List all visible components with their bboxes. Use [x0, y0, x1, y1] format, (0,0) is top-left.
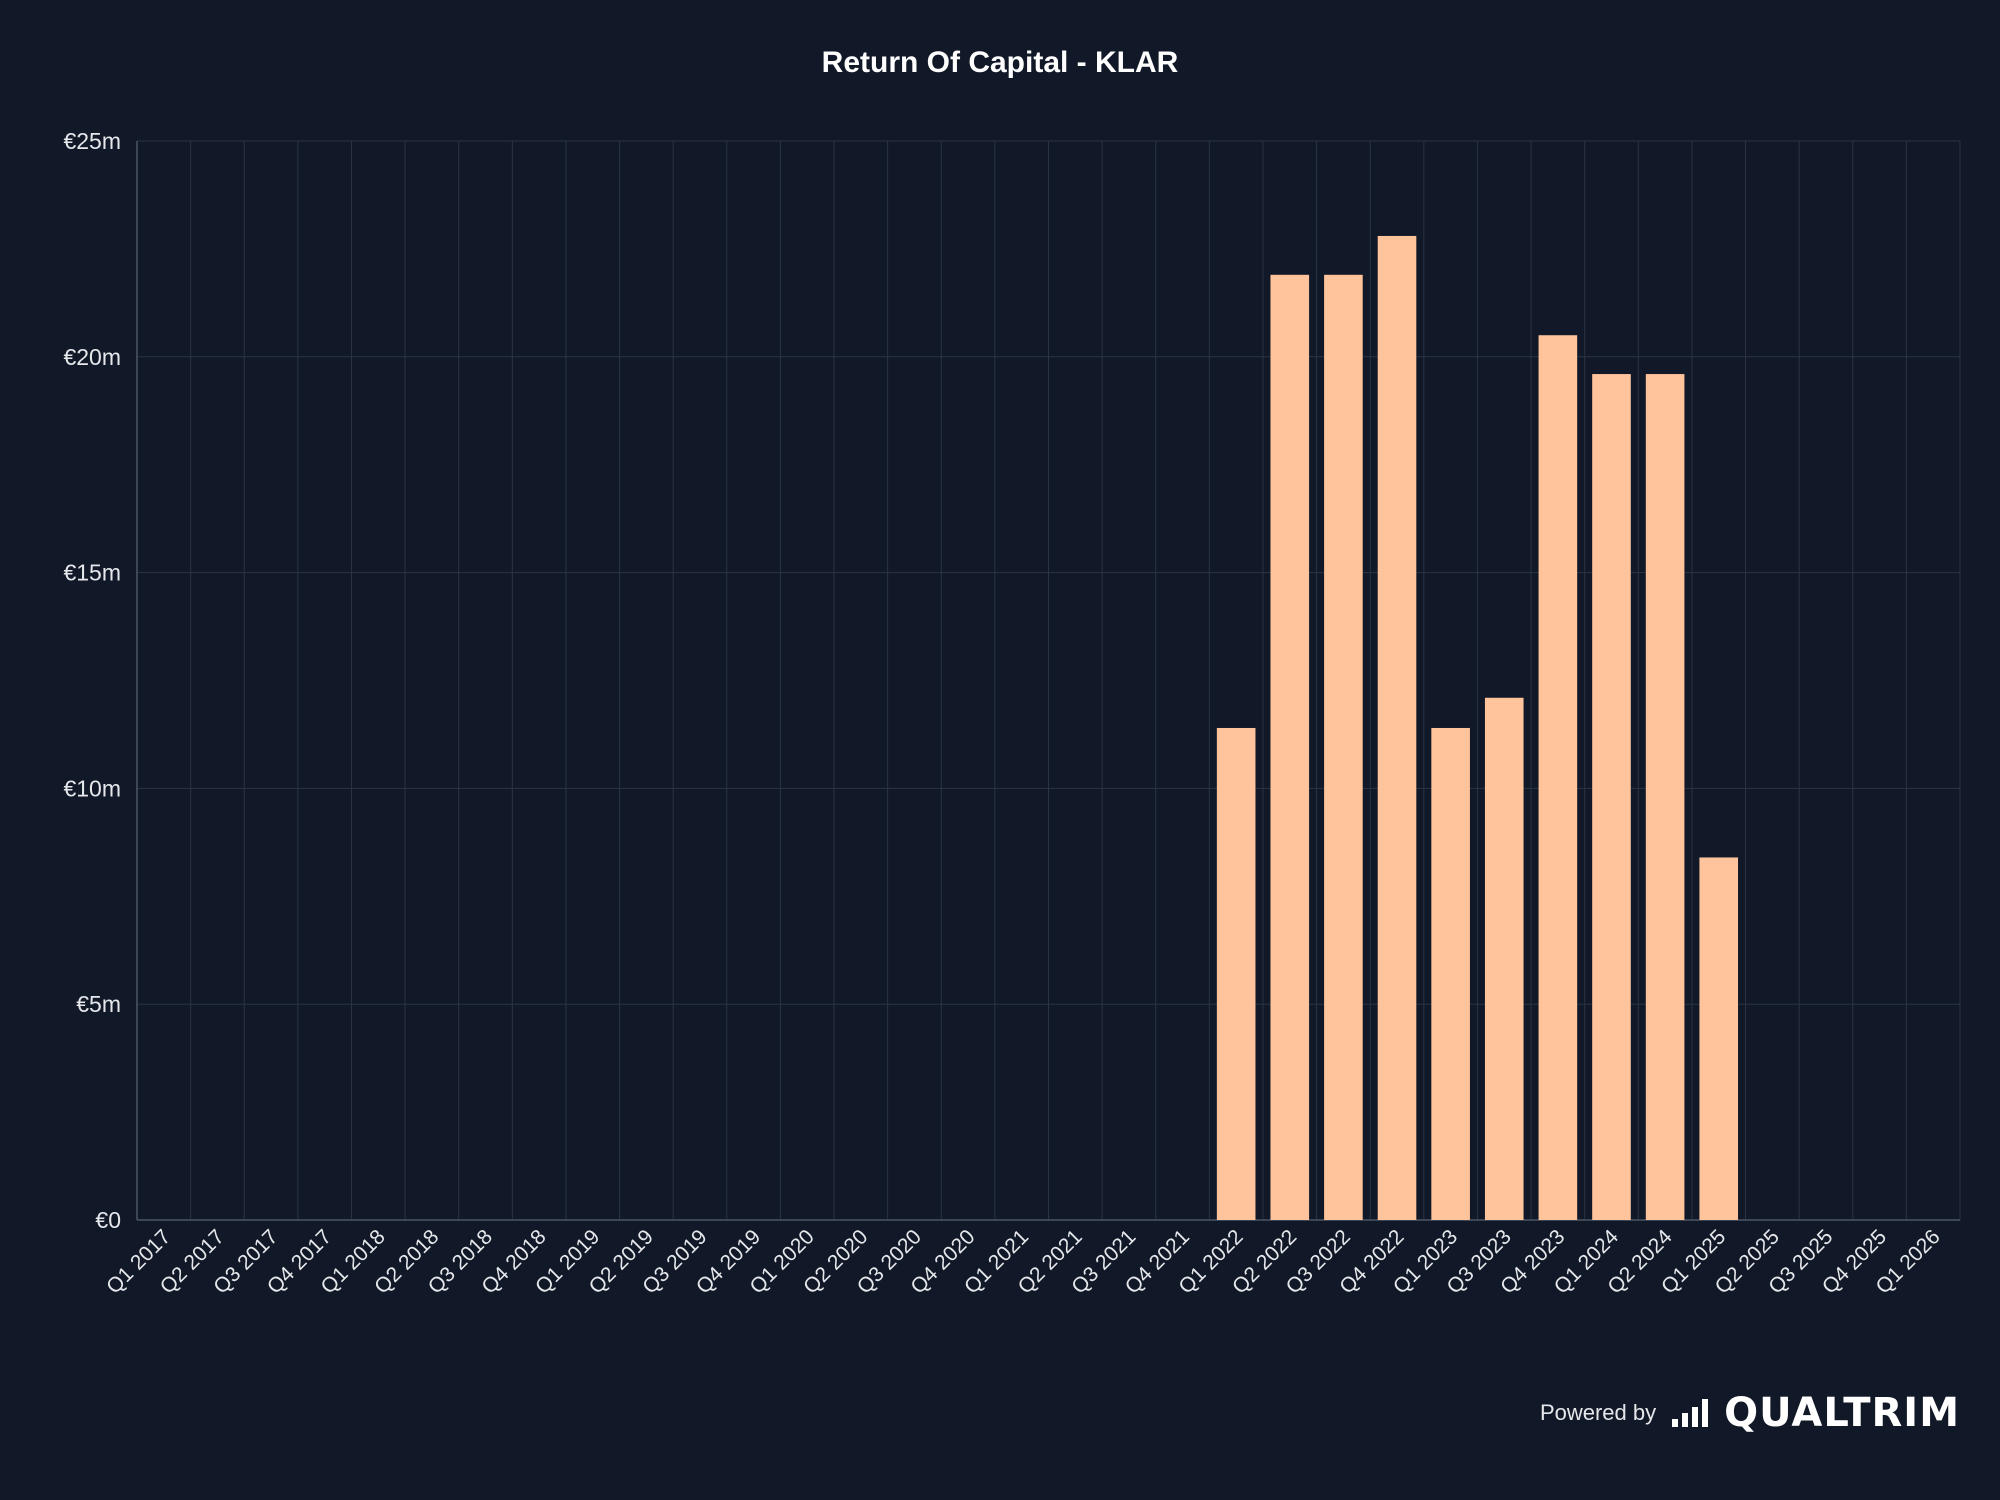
- bar: [1216, 727, 1256, 1220]
- bar: [1377, 235, 1417, 1220]
- powered-by-label: Powered by: [1539, 1400, 1657, 1425]
- y-tick-label: €15m: [63, 560, 121, 586]
- bar: [1484, 697, 1524, 1220]
- bar: [1645, 374, 1685, 1221]
- branding: Powered by QUALTRIM: [1530, 1388, 1960, 1438]
- y-tick-label: €0: [95, 1207, 121, 1233]
- bar: [1592, 374, 1631, 1221]
- y-tick-label: €5m: [76, 991, 121, 1017]
- brand-name: QUALTRIM: [1724, 1390, 1960, 1436]
- bar: [1324, 274, 1363, 1220]
- y-tick-label: €20m: [63, 344, 121, 370]
- chart-title: Return Of Capital - KLAR: [822, 46, 1179, 79]
- bar: [1431, 727, 1470, 1220]
- y-tick-label: €25m: [63, 128, 121, 154]
- bar-chart-logo-icon: [1672, 1399, 1709, 1427]
- y-tick-label: €10m: [63, 775, 121, 801]
- bar: [1699, 857, 1739, 1220]
- bar: [1538, 335, 1578, 1221]
- bar: [1270, 274, 1310, 1220]
